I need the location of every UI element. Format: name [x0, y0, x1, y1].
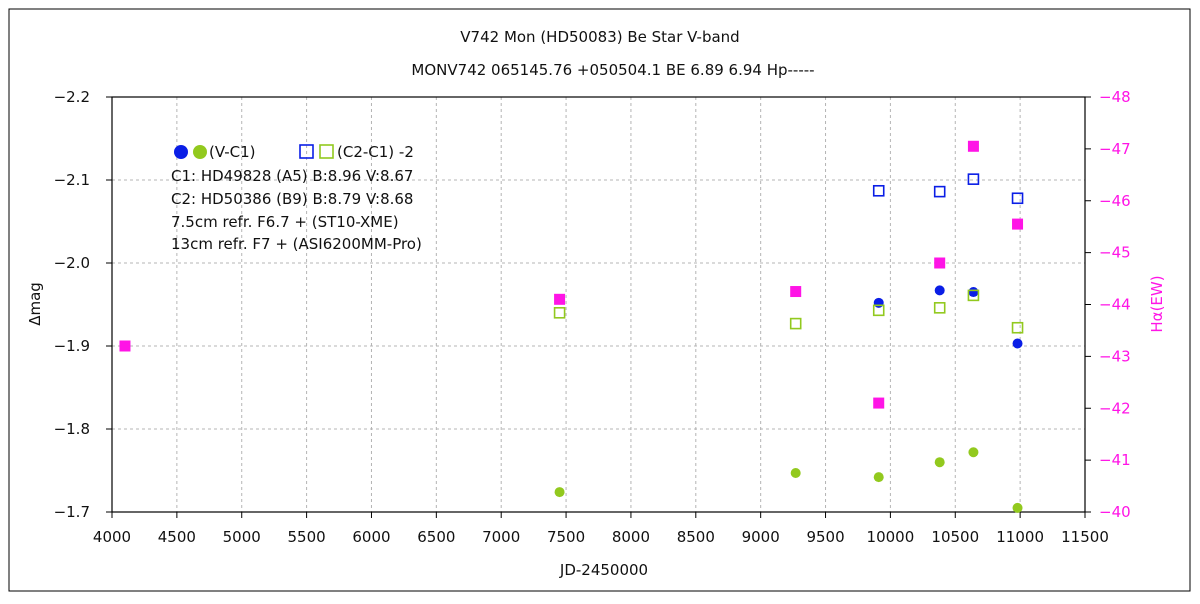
y-tick-label: −2.0: [54, 254, 90, 272]
point-vc1-green: [873, 472, 884, 483]
grid-lines: [112, 97, 1085, 512]
y-axis-right: −48 −47 −46 −45 −44 −43 −42 −41 −40: [1085, 88, 1131, 521]
y2-tick-label: −43: [1099, 347, 1131, 365]
point-vc1-green: [968, 447, 979, 458]
y2-tick-label: −40: [1099, 503, 1131, 521]
legend-c2c1-label: (C2-C1) -2: [337, 143, 414, 161]
point-c2c1-green: [1011, 321, 1024, 334]
legend-c2c1-blue-marker: [299, 144, 314, 159]
y2-tick-label: −42: [1099, 399, 1131, 417]
y2-tick-label: −41: [1099, 451, 1131, 469]
x-tick-label: 5000: [223, 528, 261, 546]
y-tick-label: −1.8: [54, 420, 90, 438]
point-c2c1-green: [789, 317, 802, 330]
info-line-telescope-1: 7.5cm refr. F6.7 + (ST10-XME): [171, 213, 399, 231]
legend-vc1-label: (V-C1): [209, 143, 256, 161]
y-tick-label: −1.9: [54, 337, 90, 355]
x-axis-label: JD-2450000: [559, 561, 648, 579]
legend-vc1-blue-marker: [174, 145, 188, 159]
info-line-c1: C1: HD49828 (A5) B:8.96 V:8.67: [171, 167, 413, 185]
point-vc1-blue: [1012, 338, 1023, 349]
point-c2c1-green: [967, 289, 980, 302]
x-tick-label: 4000: [93, 528, 131, 546]
point-vc1-blue: [934, 285, 945, 296]
point-c2c1-green: [553, 306, 566, 319]
y-axis-left: −2.2 −2.1 −2.0 −1.9 −1.8 −1.7: [54, 88, 112, 521]
chart-title: V742 Mon (HD50083) Be Star V-band: [460, 28, 739, 46]
point-vc1-green: [1012, 502, 1023, 513]
x-tick-label: 6000: [352, 528, 390, 546]
y2-tick-label: −47: [1099, 140, 1131, 158]
y2-tick-label: −44: [1099, 296, 1131, 314]
chart-frame: [8, 8, 1191, 592]
point-c2c1-green: [933, 302, 946, 314]
x-tick-label: 6500: [417, 528, 455, 546]
y-tick-label: −2.2: [54, 88, 90, 106]
x-tick-label: 8500: [677, 528, 715, 546]
x-tick-label: 10500: [931, 528, 979, 546]
x-tick-label: 4500: [158, 528, 196, 546]
point-vc1-blue: [873, 297, 884, 308]
y2-tick-label: −45: [1099, 244, 1131, 262]
x-tick-label: 9000: [742, 528, 780, 546]
y2-tick-label: −46: [1099, 192, 1131, 210]
point-halpha: [934, 257, 946, 269]
point-halpha: [554, 293, 566, 305]
info-line-telescope-2: 13cm refr. F7 + (ASI6200MM-Pro): [171, 235, 422, 253]
point-c2c1-blue: [1011, 192, 1024, 205]
point-vc1-blue: [968, 287, 979, 298]
point-halpha: [119, 340, 131, 352]
y-axis-label: Δmag: [26, 282, 44, 326]
x-tick-label: 7000: [482, 528, 520, 546]
x-tick-label: 5500: [288, 528, 326, 546]
info-line-c2: C2: HD50386 (B9) B:8.79 V:8.68: [171, 190, 413, 208]
y2-axis-label: Hα(EW): [1148, 275, 1166, 332]
legend: (V-C1) (C2-C1) -2: [174, 143, 414, 161]
point-halpha: [967, 140, 979, 152]
point-c2c1-blue: [967, 173, 980, 185]
x-tick-label: 11000: [996, 528, 1044, 546]
point-c2c1-blue: [872, 184, 885, 197]
point-halpha: [873, 397, 885, 409]
x-tick-label: 9500: [806, 528, 844, 546]
point-c2c1-blue: [933, 185, 946, 198]
data-points: [119, 140, 1024, 513]
point-vc1-green: [790, 467, 801, 478]
info-text-block: C1: HD49828 (A5) B:8.96 V:8.67 C2: HD503…: [171, 167, 422, 253]
legend-c2c1-green-marker: [319, 144, 334, 159]
point-halpha: [790, 286, 802, 298]
x-tick-label: 10000: [867, 528, 915, 546]
y-tick-label: −1.7: [54, 503, 90, 521]
point-vc1-green: [554, 487, 565, 498]
x-tick-label: 11500: [1061, 528, 1109, 546]
legend-vc1-green-marker: [193, 145, 207, 159]
chart-subtitle: MONV742 065145.76 +050504.1 BE 6.89 6.94…: [411, 61, 814, 79]
y-tick-label: −2.1: [54, 171, 90, 189]
x-tick-label: 8000: [612, 528, 650, 546]
point-c2c1-green: [872, 304, 885, 317]
point-vc1-green: [934, 457, 945, 468]
y2-tick-label: −48: [1099, 88, 1131, 106]
x-tick-label: 7500: [547, 528, 585, 546]
point-halpha: [1012, 218, 1024, 230]
x-axis: 4000 4500 5000 5500 6000 6500 7000 7500 8000 8500…: [93, 512, 1109, 546]
